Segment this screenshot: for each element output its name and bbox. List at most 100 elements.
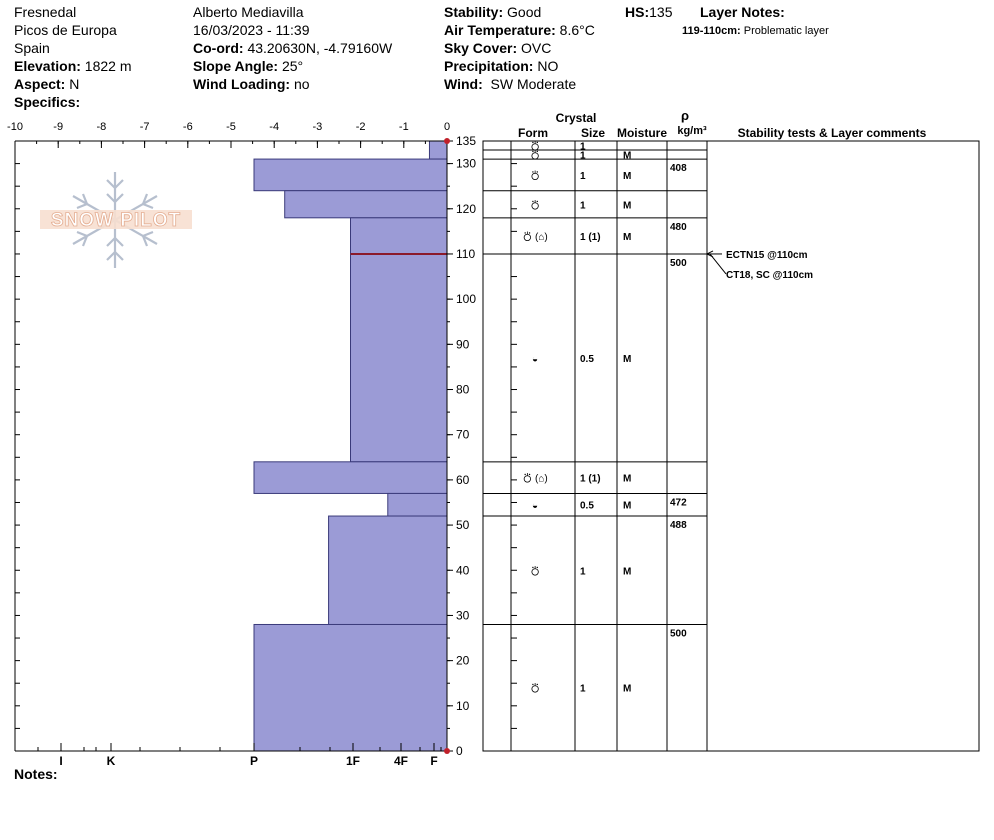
density-value: 500 <box>670 628 687 639</box>
location-range: Picos de Europa <box>14 22 117 38</box>
precip-value: NO <box>537 58 559 74</box>
density-value: 488 <box>670 520 687 531</box>
layer-size: 1 <box>580 171 586 182</box>
hs-value: 135 <box>649 4 673 20</box>
observation-datetime: 16/03/2023 - 11:39 <box>193 22 310 38</box>
height-tick-label: 100 <box>456 292 476 306</box>
height-tick-label: 90 <box>456 337 470 351</box>
coord-row: Co-ord: 43.20630N, -4.79160W <box>193 40 393 56</box>
layer-form: ⛣ <box>530 142 540 153</box>
layer-size: 1 <box>580 566 586 577</box>
hardness-bar <box>284 190 448 219</box>
header-rho: ρ <box>681 108 689 123</box>
height-tick-label: 10 <box>456 699 470 713</box>
layer-size: 1 (1) <box>580 232 601 243</box>
height-tick-label: 50 <box>456 518 470 532</box>
header-form: Form <box>518 126 548 140</box>
temperature-tick-label: -6 <box>183 121 193 133</box>
coord-value: 43.20630N, -4.79160W <box>247 40 393 56</box>
header-comments: Stability tests & Layer comments <box>738 126 927 140</box>
layer-form: ⛣ (⌂) <box>522 474 547 485</box>
temperature-tick-label: -3 <box>313 121 323 133</box>
ground-marker <box>444 748 450 754</box>
density-value: 408 <box>670 163 687 174</box>
height-tick-label: 110 <box>456 247 475 261</box>
hardness-bar <box>253 461 448 494</box>
stability-value: Good <box>507 4 542 20</box>
snowpilot-logo: SNOW PILOT <box>40 172 192 268</box>
header-crystal: Crystal <box>556 111 597 125</box>
height-tick-label: 70 <box>456 428 470 442</box>
notes-label: Notes: <box>14 766 58 782</box>
layer-size: 1 <box>580 684 586 695</box>
layer-size: 1 <box>580 200 586 211</box>
stability-test-label: CT18, SC @110cm <box>726 270 813 281</box>
logo-text: SNOW PILOT <box>51 210 181 231</box>
observer-block: Alberto Mediavilla 16/03/2023 - 11:39 Co… <box>193 3 392 93</box>
height-tick-label: 40 <box>456 563 470 577</box>
layer-moisture: M <box>623 354 631 365</box>
header-moisture: Moisture <box>617 126 667 140</box>
temperature-tick-label: -2 <box>356 121 366 133</box>
density-value: 472 <box>670 497 687 508</box>
temperature-tick-label: -10 <box>7 121 23 133</box>
layer-moisture: M <box>623 151 631 162</box>
conditions-block: Stability: Good Air Temperature: 8.6°C S… <box>444 3 595 93</box>
specifics-row: Specifics: <box>14 94 81 110</box>
layer-form: ⛣ <box>530 200 540 211</box>
wind-loading-value: no <box>293 76 310 92</box>
height-tick-label: 0 <box>456 744 463 758</box>
slope-value: 25° <box>281 58 304 74</box>
hardness-bar <box>328 515 448 625</box>
location-name: Fresnedal <box>14 4 77 20</box>
hardness-label: K <box>107 754 116 768</box>
header-density-unit: kg/m³ <box>677 125 707 137</box>
wind-loading-row: Wind Loading: no <box>193 76 310 92</box>
height-tick-label: 60 <box>456 473 470 487</box>
layer-moisture: M <box>623 501 631 512</box>
observer-name: Alberto Mediavilla <box>193 4 304 20</box>
layer-form: ◒ <box>532 501 538 512</box>
layer-note-row: 119-110cm: Problematic layer <box>682 25 829 37</box>
hardness-bar <box>387 492 448 517</box>
height-tick-label: 120 <box>456 202 476 216</box>
elevation-value: 1822 m <box>84 58 132 74</box>
density-value: 500 <box>670 258 687 269</box>
temperature-tick-label: -8 <box>97 121 107 133</box>
hs-row: HS:135 <box>625 4 673 20</box>
layer-moisture: M <box>623 684 631 695</box>
location-country: Spain <box>14 40 50 56</box>
layer-size: 1 (1) <box>580 474 601 485</box>
height-tick-label: 30 <box>456 608 470 622</box>
layer-note-text: Problematic layer <box>743 25 829 37</box>
stability-test-arrow <box>705 250 714 258</box>
temperature-tick-label: -9 <box>53 121 63 133</box>
height-tick-label: 20 <box>456 654 470 668</box>
layer-form: ⛣ <box>530 566 540 577</box>
temperature-tick-label: -5 <box>226 121 236 133</box>
hardness-label: I <box>59 754 62 768</box>
wind-value: SW Moderate <box>490 76 577 92</box>
elevation-row: Elevation: 1822 m <box>14 58 132 74</box>
layer-form: ⛣ (⌂) <box>522 232 547 243</box>
stability-test-label: ECTN15 @110cm <box>726 250 808 261</box>
aspect-row: Aspect: N <box>14 76 80 92</box>
stability-row: Stability: Good <box>444 4 542 20</box>
height-tick-label: 130 <box>456 157 476 171</box>
layer-moisture: M <box>623 474 631 485</box>
height-tick-label: 80 <box>456 383 470 397</box>
layer-notes-title: Layer Notes: <box>700 4 785 20</box>
hardness-bar <box>428 140 448 160</box>
hardness-label: 1F <box>346 754 360 768</box>
layer-size: 0.5 <box>580 501 594 512</box>
temperature-tick-label: -1 <box>399 121 409 133</box>
layer-table-frame <box>482 140 980 752</box>
layer-moisture: M <box>623 200 631 211</box>
air-temp-value: 8.6°C <box>559 22 595 38</box>
aspect-value: N <box>69 76 80 92</box>
layer-form: ⛣ <box>530 684 540 695</box>
sky-value: OVC <box>521 40 552 56</box>
layer-size: 1 <box>580 142 586 153</box>
layer-moisture: M <box>623 232 631 243</box>
